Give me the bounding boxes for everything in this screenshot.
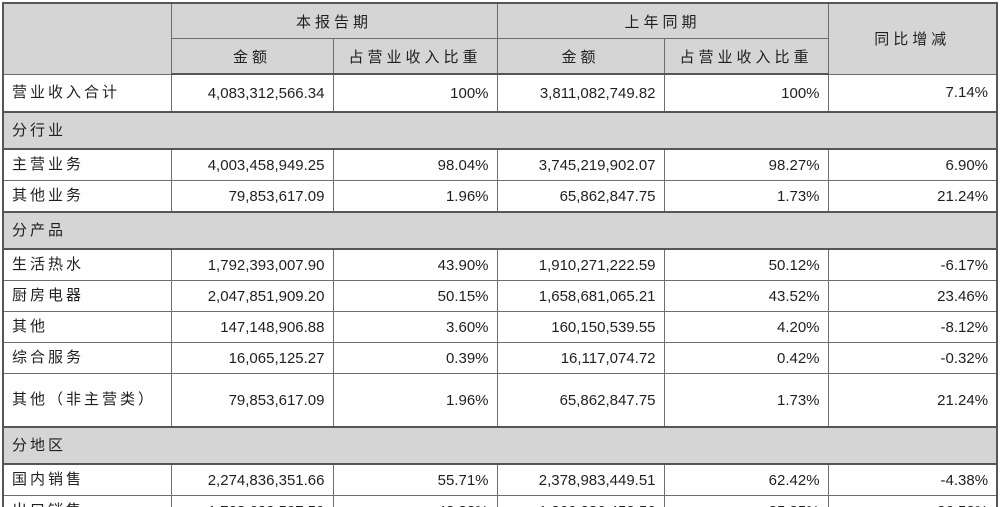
header-row-subcolumns: 金额 占营业收入比重 金额 占营业收入比重 <box>3 38 997 75</box>
table-header: 本报告期 上年同期 同比增减 金额 占营业收入比重 金额 占营业收入比重 <box>2 2 998 75</box>
prior-ratio-cell: 4.20% <box>663 311 829 343</box>
yoy-cell: -0.32% <box>827 342 998 374</box>
yoy-cell: -8.12% <box>827 311 998 343</box>
current-ratio-cell: 50.15% <box>332 280 498 312</box>
header-prior-amount: 金额 <box>496 38 665 75</box>
current-ratio-cell: 100% <box>332 73 498 113</box>
current-amount-cell: 16,065,125.27 <box>170 342 334 374</box>
current-amount-cell: 2,047,851,909.20 <box>170 280 334 312</box>
current-ratio-cell: 3.60% <box>332 311 498 343</box>
header-current-amount: 金额 <box>170 38 334 75</box>
prior-ratio-cell: 1.73% <box>663 373 829 428</box>
current-amount-cell: 147,148,906.88 <box>170 311 334 343</box>
prior-amount-cell: 3,745,219,902.07 <box>496 148 665 181</box>
row-domestic-sales: 国内销售 2,274,836,351.66 55.71% 2,378,983,4… <box>2 463 998 496</box>
row-export-sales: 出口销售 1,728,622,597.59 42.33% 1,366,236,4… <box>2 495 998 507</box>
row-other-business: 其他业务 79,853,617.09 1.96% 65,862,847.75 1… <box>2 180 998 213</box>
row-total-revenue: 营业收入合计 4,083,312,566.34 100% 3,811,082,7… <box>2 73 998 113</box>
row-domestic-hot-water: 生活热水 1,792,393,007.90 43.90% 1,910,271,2… <box>2 248 998 281</box>
row-label: 厨房电器 <box>2 280 172 312</box>
header-prior-ratio: 占营业收入比重 <box>663 38 829 75</box>
current-ratio-cell: 42.33% <box>332 495 498 507</box>
current-amount-cell: 4,083,312,566.34 <box>170 73 334 113</box>
row-label: 综合服务 <box>2 342 172 374</box>
header-empty-cell <box>2 2 172 75</box>
section-label: 分产品 <box>3 211 998 250</box>
prior-amount-cell: 3,811,082,749.82 <box>496 73 665 113</box>
section-by-region: 分地区 <box>3 426 998 465</box>
header-prior-period: 上年同期 <box>496 2 829 39</box>
row-other-products: 其他 147,148,906.88 3.60% 160,150,539.55 4… <box>2 311 998 343</box>
current-ratio-cell: 1.96% <box>332 373 498 428</box>
prior-amount-cell: 160,150,539.55 <box>496 311 665 343</box>
row-main-business: 主营业务 4,003,458,949.25 98.04% 3,745,219,9… <box>2 148 998 181</box>
yoy-cell: 26.52% <box>827 495 998 507</box>
yoy-cell: 21.24% <box>827 373 998 428</box>
current-amount-cell: 4,003,458,949.25 <box>170 148 334 181</box>
yoy-cell: 6.90% <box>827 148 998 181</box>
prior-ratio-cell: 43.52% <box>663 280 829 312</box>
current-ratio-cell: 1.96% <box>332 180 498 213</box>
row-label: 营业收入合计 <box>2 73 172 113</box>
row-other-non-main: 其他（非主营类） 79,853,617.09 1.96% 65,862,847.… <box>2 373 998 428</box>
header-current-ratio: 占营业收入比重 <box>332 38 498 75</box>
section-by-industry: 分行业 <box>3 111 998 150</box>
row-label: 国内销售 <box>2 463 172 496</box>
current-ratio-cell: 0.39% <box>332 342 498 374</box>
row-label: 其他（非主营类） <box>2 373 172 428</box>
header-row-groups: 本报告期 上年同期 同比增减 <box>2 2 998 75</box>
yoy-cell: -4.38% <box>827 463 998 496</box>
prior-amount-cell: 16,117,074.72 <box>496 342 665 374</box>
prior-ratio-cell: 1.73% <box>663 180 829 213</box>
row-integrated-services: 综合服务 16,065,125.27 0.39% 16,117,074.72 0… <box>2 342 998 374</box>
row-label: 主营业务 <box>2 148 172 181</box>
row-label: 其他业务 <box>2 180 172 213</box>
section-label: 分行业 <box>3 111 998 150</box>
prior-amount-cell: 2,378,983,449.51 <box>496 463 665 496</box>
prior-ratio-cell: 35.85% <box>663 495 829 507</box>
prior-ratio-cell: 98.27% <box>663 148 829 181</box>
header-yoy-change: 同比增减 <box>827 2 998 75</box>
prior-amount-cell: 65,862,847.75 <box>496 180 665 213</box>
current-amount-cell: 1,728,622,597.59 <box>170 495 334 507</box>
prior-ratio-cell: 0.42% <box>663 342 829 374</box>
prior-amount-cell: 65,862,847.75 <box>496 373 665 428</box>
row-label: 出口销售 <box>2 495 172 507</box>
yoy-cell: -6.17% <box>827 248 998 281</box>
prior-ratio-cell: 62.42% <box>663 463 829 496</box>
yoy-cell: 7.14% <box>827 73 998 113</box>
yoy-cell: 23.46% <box>827 280 998 312</box>
current-ratio-cell: 43.90% <box>332 248 498 281</box>
current-amount-cell: 79,853,617.09 <box>170 373 334 428</box>
row-label: 其他 <box>2 311 172 343</box>
section-label: 分地区 <box>3 426 998 465</box>
prior-ratio-cell: 50.12% <box>663 248 829 281</box>
current-ratio-cell: 98.04% <box>332 148 498 181</box>
prior-amount-cell: 1,658,681,065.21 <box>496 280 665 312</box>
row-kitchen-appliances: 厨房电器 2,047,851,909.20 50.15% 1,658,681,0… <box>2 280 998 312</box>
prior-ratio-cell: 100% <box>663 73 829 113</box>
current-ratio-cell: 55.71% <box>332 463 498 496</box>
yoy-cell: 21.24% <box>827 180 998 213</box>
current-amount-cell: 2,274,836,351.66 <box>170 463 334 496</box>
row-label: 生活热水 <box>2 248 172 281</box>
current-amount-cell: 1,792,393,007.90 <box>170 248 334 281</box>
prior-amount-cell: 1,366,236,452.56 <box>496 495 665 507</box>
section-by-product: 分产品 <box>3 211 998 250</box>
header-current-period: 本报告期 <box>170 2 498 39</box>
prior-amount-cell: 1,910,271,222.59 <box>496 248 665 281</box>
current-amount-cell: 79,853,617.09 <box>170 180 334 213</box>
